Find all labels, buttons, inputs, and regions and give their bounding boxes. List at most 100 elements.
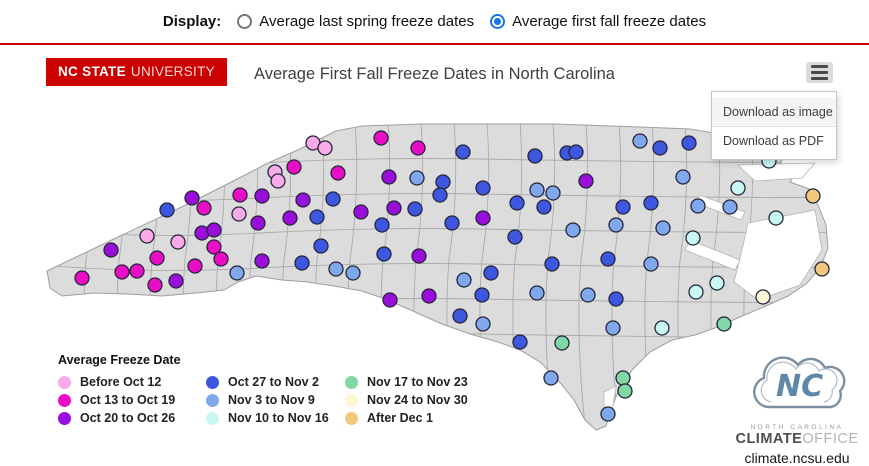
station-dot[interactable] (554, 335, 570, 351)
station-dot[interactable] (654, 320, 670, 336)
station-dot[interactable] (282, 210, 298, 226)
station-dot[interactable] (159, 202, 175, 218)
station-dot[interactable] (483, 265, 499, 281)
station-dot[interactable] (578, 173, 594, 189)
station-dot[interactable] (475, 180, 491, 196)
radio-label-fall[interactable]: Average first fall freeze dates (512, 13, 707, 30)
station-dot[interactable] (407, 201, 423, 217)
station-dot[interactable] (129, 263, 145, 279)
station-dot[interactable] (232, 187, 248, 203)
station-dot[interactable] (147, 277, 163, 293)
station-dot[interactable] (452, 308, 468, 324)
station-dot[interactable] (655, 220, 671, 236)
station-dot[interactable] (254, 188, 270, 204)
station-dot[interactable] (74, 270, 90, 286)
station-dot[interactable] (294, 255, 310, 271)
station-dot[interactable] (568, 144, 584, 160)
station-dot[interactable] (168, 273, 184, 289)
station-dot[interactable] (213, 251, 229, 267)
station-dot[interactable] (103, 242, 119, 258)
station-dot[interactable] (805, 188, 821, 204)
station-dot[interactable] (474, 287, 490, 303)
station-dot[interactable] (229, 265, 245, 281)
station-dot[interactable] (643, 256, 659, 272)
station-dot[interactable] (114, 264, 130, 280)
station-dot[interactable] (409, 170, 425, 186)
station-dot[interactable] (730, 180, 746, 196)
menu-item-download-image[interactable]: Download as image (712, 98, 836, 127)
station-dot[interactable] (545, 185, 561, 201)
station-dot[interactable] (250, 215, 266, 231)
station-dot[interactable] (231, 206, 247, 222)
station-dot[interactable] (455, 144, 471, 160)
station-dot[interactable] (652, 140, 668, 156)
station-dot[interactable] (328, 261, 344, 277)
station-dot[interactable] (600, 406, 616, 422)
station-dot[interactable] (376, 246, 392, 262)
station-dot[interactable] (444, 215, 460, 231)
station-dot[interactable] (675, 169, 691, 185)
station-dot[interactable] (270, 173, 286, 189)
station-dot[interactable] (755, 289, 771, 305)
station-dot[interactable] (544, 256, 560, 272)
station-dot[interactable] (353, 204, 369, 220)
station-dot[interactable] (722, 199, 738, 215)
radio-label-spring[interactable]: Average last spring freeze dates (259, 13, 475, 30)
station-dot[interactable] (373, 130, 389, 146)
station-dot[interactable] (295, 192, 311, 208)
station-dot[interactable] (386, 200, 402, 216)
station-dot[interactable] (475, 210, 491, 226)
station-dot[interactable] (768, 210, 784, 226)
station-dot[interactable] (435, 174, 451, 190)
climate-url[interactable]: climate.ncsu.edu (744, 450, 850, 466)
station-dot[interactable] (139, 228, 155, 244)
radio-option-fall[interactable]: Average first fall freeze dates (490, 13, 706, 30)
station-dot[interactable] (709, 275, 725, 291)
station-dot[interactable] (206, 239, 222, 255)
station-dot[interactable] (527, 148, 543, 164)
station-dot[interactable] (580, 287, 596, 303)
station-dot[interactable] (643, 195, 659, 211)
radio-icon-spring[interactable] (237, 14, 253, 29)
station-dot[interactable] (374, 217, 390, 233)
station-dot[interactable] (512, 334, 528, 350)
station-dot[interactable] (529, 285, 545, 301)
menu-item-download-pdf[interactable]: Download as PDF (723, 134, 824, 148)
station-dot[interactable] (632, 133, 648, 149)
station-dot[interactable] (600, 251, 616, 267)
radio-icon-fall[interactable] (490, 14, 506, 29)
station-dot[interactable] (382, 292, 398, 308)
station-dot[interactable] (381, 169, 397, 185)
station-dot[interactable] (184, 190, 200, 206)
station-dot[interactable] (507, 229, 523, 245)
station-dot[interactable] (313, 238, 329, 254)
station-dot[interactable] (608, 217, 624, 233)
station-dot[interactable] (615, 370, 631, 386)
station-dot[interactable] (206, 222, 222, 238)
station-dot[interactable] (410, 140, 426, 156)
station-dot[interactable] (605, 320, 621, 336)
station-dot[interactable] (688, 284, 704, 300)
station-dot[interactable] (617, 383, 633, 399)
station-dot[interactable] (411, 248, 427, 264)
station-dot[interactable] (317, 140, 333, 156)
station-dot[interactable] (254, 253, 270, 269)
station-dot[interactable] (814, 261, 830, 277)
station-dot[interactable] (309, 209, 325, 225)
station-dot[interactable] (565, 222, 581, 238)
station-dot[interactable] (475, 316, 491, 332)
station-dot[interactable] (286, 159, 302, 175)
station-dot[interactable] (536, 199, 552, 215)
station-dot[interactable] (196, 200, 212, 216)
station-dot[interactable] (432, 187, 448, 203)
station-dot[interactable] (330, 165, 346, 181)
station-dot[interactable] (325, 191, 341, 207)
station-dot[interactable] (187, 258, 203, 274)
station-dot[interactable] (529, 182, 545, 198)
station-dot[interactable] (149, 250, 165, 266)
station-dot[interactable] (716, 316, 732, 332)
station-dot[interactable] (681, 135, 697, 151)
station-dot[interactable] (543, 370, 559, 386)
radio-option-spring[interactable]: Average last spring freeze dates (237, 13, 474, 30)
station-dot[interactable] (456, 272, 472, 288)
